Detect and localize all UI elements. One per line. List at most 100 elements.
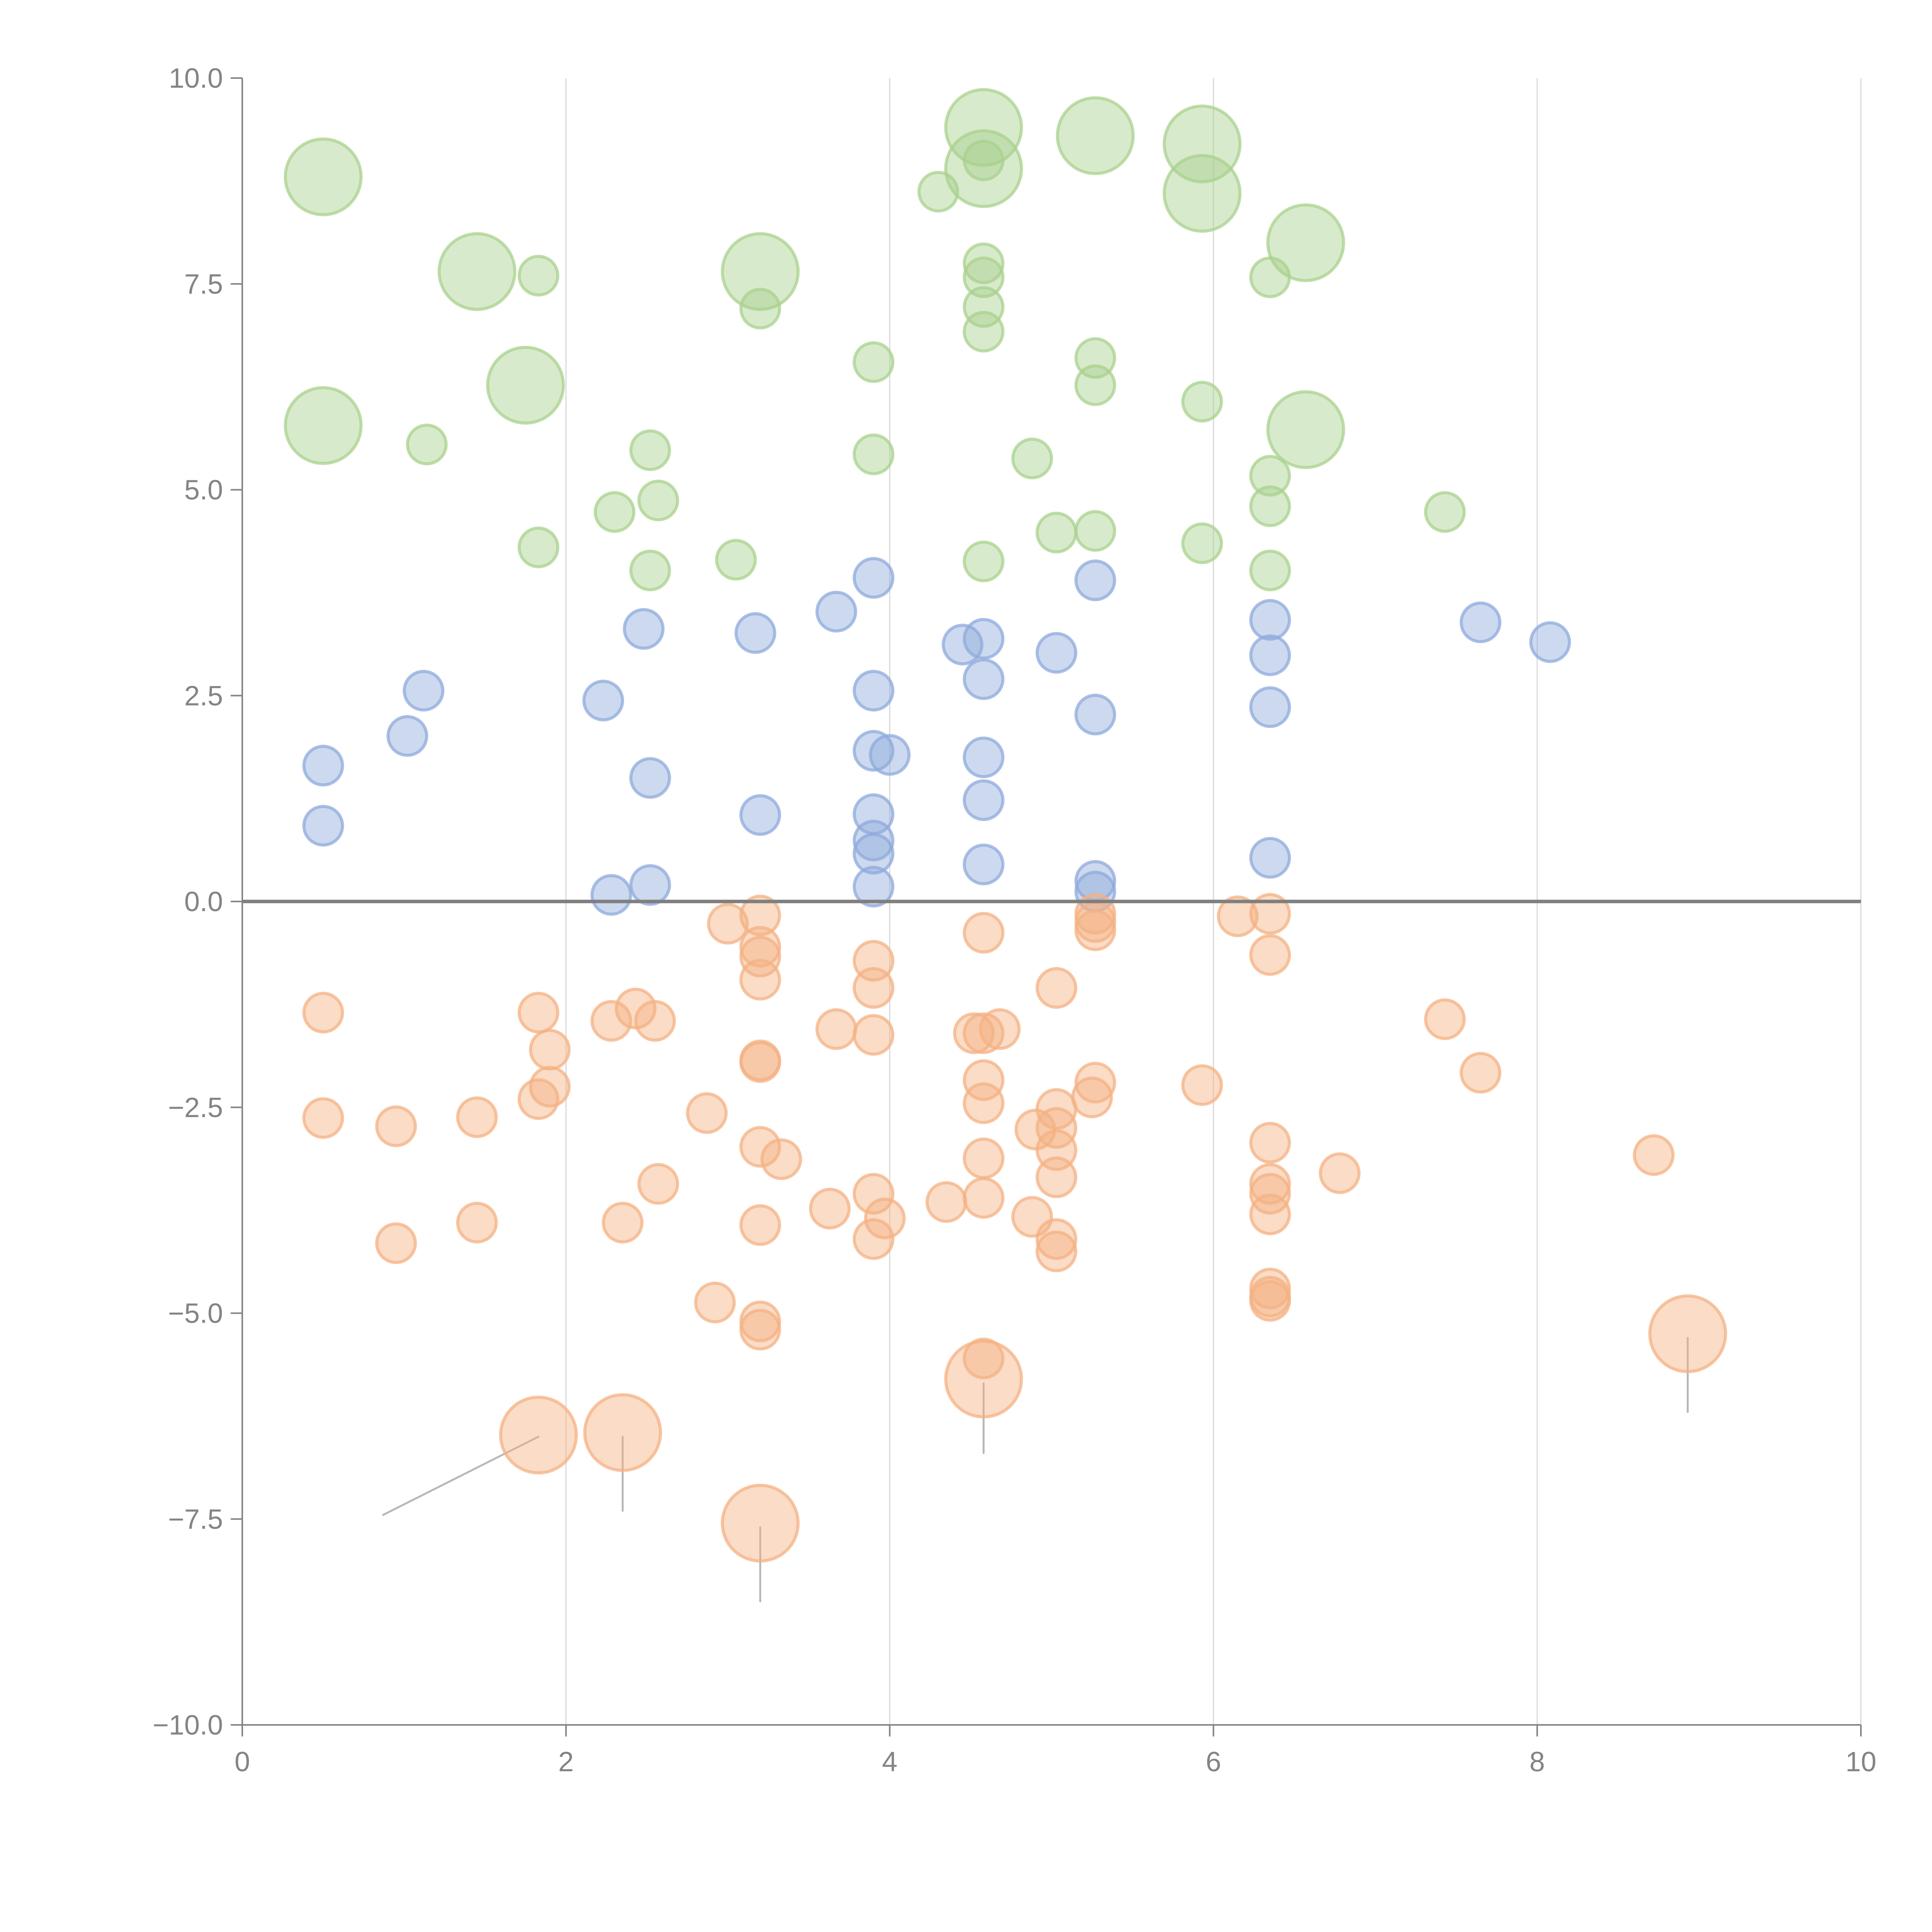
bubble-blue bbox=[815, 590, 857, 633]
bubble-green bbox=[486, 345, 565, 425]
bubble-green bbox=[963, 256, 1005, 298]
bubble-orange bbox=[739, 926, 781, 968]
bubble-orange bbox=[694, 1281, 736, 1323]
bubble-orange bbox=[963, 1059, 1005, 1101]
bubble-orange bbox=[529, 1029, 571, 1071]
bubble-orange bbox=[760, 1138, 802, 1180]
bubble-green bbox=[629, 549, 671, 592]
y-tick-label: −10.0 bbox=[153, 1710, 223, 1741]
bubble-green bbox=[1249, 455, 1291, 497]
bubble-green bbox=[1249, 256, 1291, 298]
series-green bbox=[284, 88, 1466, 592]
bubble-blue bbox=[963, 844, 1005, 886]
bubble-orange bbox=[1249, 1280, 1291, 1322]
bubble-orange bbox=[529, 1066, 571, 1108]
bubble-orange bbox=[1249, 934, 1291, 976]
bubble-orange bbox=[925, 1181, 968, 1223]
bubble-green bbox=[406, 423, 448, 466]
bubble-orange bbox=[1036, 1107, 1078, 1149]
bubble-orange bbox=[590, 1000, 633, 1042]
bubble-orange bbox=[375, 1105, 417, 1147]
bubble-blue bbox=[1529, 621, 1571, 663]
x-tick-label: 2 bbox=[558, 1747, 574, 1777]
bubble-orange bbox=[852, 1218, 895, 1260]
y-tick-label: 0.0 bbox=[184, 886, 223, 917]
bubble-green bbox=[594, 491, 636, 533]
bubble-orange bbox=[739, 935, 781, 978]
bubble-blue bbox=[852, 730, 895, 772]
y-tick-label: 2.5 bbox=[184, 680, 223, 711]
bubble-orange bbox=[739, 1204, 781, 1246]
x-tick-label: 8 bbox=[1529, 1747, 1545, 1777]
bubble-green bbox=[1163, 104, 1242, 184]
bubble-green bbox=[1163, 154, 1242, 233]
bubble-blue bbox=[302, 745, 344, 787]
bubble-blue bbox=[1249, 837, 1291, 879]
bubble-orange bbox=[864, 1197, 906, 1240]
y-tick-label: 7.5 bbox=[184, 269, 223, 300]
bubble-blue bbox=[1036, 632, 1078, 674]
bubble-orange bbox=[963, 1337, 1005, 1379]
bubble-orange bbox=[1249, 893, 1291, 935]
bubble-blue bbox=[302, 804, 344, 847]
bubble-blue bbox=[852, 557, 895, 599]
bubble-green bbox=[944, 129, 1023, 208]
bubble-green bbox=[1266, 390, 1345, 469]
series-orange bbox=[302, 893, 1727, 1563]
x-tick-label: 4 bbox=[882, 1747, 898, 1777]
bubble-orange bbox=[686, 1092, 728, 1134]
bubble-orange bbox=[1074, 909, 1116, 951]
bubble-orange bbox=[739, 1309, 781, 1351]
x-tick-label: 10 bbox=[1845, 1747, 1876, 1777]
bubble-blue bbox=[1249, 686, 1291, 728]
bubble-green bbox=[284, 386, 363, 465]
bubble-blue bbox=[629, 757, 671, 799]
bubble-green bbox=[963, 242, 1005, 284]
bubble-orange bbox=[302, 992, 344, 1034]
bubble-orange bbox=[809, 1187, 851, 1230]
bubble-green bbox=[284, 137, 363, 216]
bubble-orange bbox=[707, 903, 749, 945]
bubble-green bbox=[1249, 485, 1291, 527]
bubble-orange bbox=[963, 1082, 1005, 1124]
y-tick-label: −5.0 bbox=[168, 1298, 223, 1329]
bubble-green bbox=[517, 255, 560, 297]
bubble-green bbox=[1036, 512, 1078, 554]
bubble-green bbox=[944, 88, 1023, 167]
bubble-blue bbox=[852, 866, 895, 908]
bubble-orange bbox=[517, 992, 560, 1034]
bubble-green bbox=[437, 232, 517, 311]
bubble-green bbox=[715, 539, 757, 581]
bubble-orange bbox=[634, 1000, 676, 1042]
bubble-orange bbox=[979, 1008, 1021, 1050]
bubble-green bbox=[1266, 203, 1345, 282]
bubble-orange bbox=[1319, 1152, 1361, 1194]
bubble-blue bbox=[852, 833, 895, 875]
bubble-blue bbox=[852, 820, 895, 862]
bubble-green bbox=[1074, 510, 1116, 552]
bubble-green bbox=[739, 287, 781, 330]
bubble-blue bbox=[582, 680, 624, 722]
y-tick-label: −7.5 bbox=[168, 1504, 223, 1535]
bubble-orange bbox=[637, 1163, 679, 1205]
leader-lines bbox=[382, 1337, 1689, 1602]
bubble-orange bbox=[739, 1126, 781, 1168]
bubble-green bbox=[1056, 96, 1135, 175]
bubble-green bbox=[963, 540, 1005, 582]
bubble-blue bbox=[590, 874, 633, 916]
bubble-orange bbox=[1181, 1064, 1223, 1106]
bubble-green bbox=[1181, 522, 1223, 565]
y-axis-ticks: 10.0 7.5 5.0 2.5 0.0 −2.5 −5.0 −7.5 −10.0 bbox=[153, 63, 242, 1741]
bubble-blue bbox=[963, 779, 1005, 821]
bubble-orange bbox=[1249, 1122, 1291, 1164]
bubble-orange bbox=[1036, 1230, 1078, 1272]
x-tick-label: 0 bbox=[235, 1747, 250, 1777]
bubble-green bbox=[721, 232, 800, 311]
bubble-blue bbox=[869, 734, 911, 776]
y-tick-label: −2.5 bbox=[168, 1092, 223, 1123]
bubble-blue bbox=[852, 670, 895, 712]
bubble-blue bbox=[739, 794, 781, 836]
bubble-blue bbox=[963, 736, 1005, 779]
x-tick-label: 6 bbox=[1206, 1747, 1221, 1777]
